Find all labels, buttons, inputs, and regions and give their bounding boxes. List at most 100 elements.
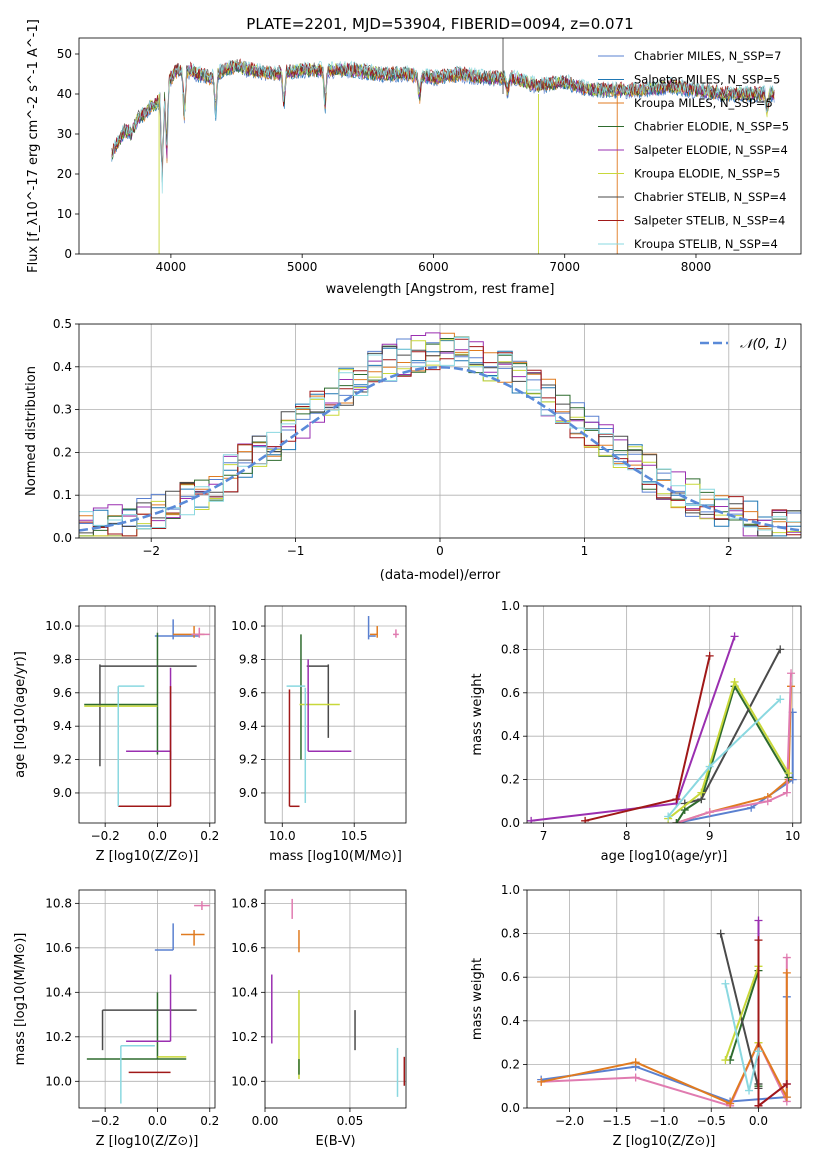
y-tick-label: 0.6 <box>501 686 520 700</box>
x-tick-label: −1.5 <box>602 1114 631 1128</box>
x-axis-label: Z [log10(Z/Z⊙)] <box>96 849 199 864</box>
series-line <box>719 933 760 1089</box>
y-tick-label: 10 <box>57 207 72 221</box>
x-tick-label: −0.5 <box>697 1114 726 1128</box>
marker <box>697 788 706 797</box>
x-tick-label: 10 <box>785 829 800 843</box>
axes-frame <box>526 605 802 824</box>
marker <box>527 816 536 823</box>
x-tick-label: 4000 <box>156 260 187 274</box>
x-tick-label: 0.05 <box>337 1114 364 1128</box>
x-tick-label: 8 <box>623 829 631 843</box>
y-tick-label: 0.8 <box>501 642 520 656</box>
y-axis-label: Normed distribution <box>24 366 39 496</box>
axes-frame <box>78 323 802 539</box>
plot-area <box>79 606 215 823</box>
marker <box>721 1056 730 1065</box>
y-tick-label: 30 <box>57 127 72 141</box>
plot-area <box>527 890 801 1108</box>
x-tick-label: 5000 <box>287 260 318 274</box>
panel-age-vs-Z: −0.2 0.0 0.2 9.0 9.2 9.4 9.6 9.8 10.0 Z [log10(Z/… <box>13 605 219 864</box>
x-axis-label: (data-model)/error <box>380 568 501 583</box>
x-tick-label: −2 <box>142 544 160 558</box>
legend-label: Chabrier STELIB, N_SSP=4 <box>634 190 786 204</box>
marker <box>705 651 714 660</box>
marker <box>730 632 739 641</box>
marker <box>631 1073 640 1082</box>
marker <box>754 1047 763 1056</box>
marker <box>776 645 785 654</box>
y-tick-label: 9.0 <box>239 786 258 800</box>
marker <box>730 677 739 686</box>
y-tick-label: 9.0 <box>53 786 72 800</box>
series-line <box>724 965 760 1061</box>
x-tick-label: 0.2 <box>200 1114 219 1128</box>
x-axis-label: mass [log10(M/M⊙)] <box>269 849 402 864</box>
y-tick-label: 10.8 <box>45 896 72 910</box>
x-tick-label: 10.5 <box>341 829 368 843</box>
marker <box>537 1077 546 1086</box>
y-tick-label: 1.0 <box>501 883 520 897</box>
figure-title: PLATE=2201, MJD=53904, FIBERID=0094, z=0… <box>246 15 633 33</box>
axes-frame <box>264 889 407 1109</box>
marker <box>745 1086 754 1095</box>
marker <box>754 916 763 925</box>
legend-label: Salpeter STELIB, N_SSP=4 <box>634 214 785 228</box>
y-tick-label: 10.6 <box>45 941 72 955</box>
normal-curve <box>79 365 801 532</box>
histogram-series <box>79 339 801 538</box>
y-tick-label: 9.4 <box>53 719 72 733</box>
y-tick-label: 10.8 <box>231 896 258 910</box>
series-line <box>724 983 760 1091</box>
x-tick-label: 0.0 <box>148 1114 167 1128</box>
y-tick-label: 9.6 <box>53 686 72 700</box>
plot-area <box>265 890 406 1108</box>
x-tick-label: −0.2 <box>91 829 120 843</box>
panel-weight-vs-age: 7 8 9 10 0.0 0.2 0.4 0.6 0.8 1.0 age [log10(age/yr… <box>470 599 802 864</box>
marker <box>754 1101 763 1108</box>
x-tick-label: 9 <box>706 829 714 843</box>
axes-frame <box>78 889 216 1109</box>
y-tick-label: 0.8 <box>501 927 520 941</box>
marker <box>776 695 785 704</box>
y-tick-label: 9.6 <box>239 686 258 700</box>
y-tick-label: 0.2 <box>501 773 520 787</box>
marker <box>581 816 590 823</box>
y-tick-label: 0.0 <box>501 1101 520 1115</box>
axes-frame <box>264 605 407 824</box>
marker <box>782 968 791 977</box>
series-line <box>757 920 788 1108</box>
y-tick-label: 9.2 <box>239 753 258 767</box>
x-tick-label: 0.0 <box>749 1114 768 1128</box>
x-tick-label: 7 <box>540 829 548 843</box>
x-tick-label: 6000 <box>418 260 449 274</box>
legend-label: Salpeter ELODIE, N_SSP=4 <box>634 143 788 157</box>
legend-label: Kroupa MILES, N_SSP=5 <box>634 96 773 110</box>
marker <box>716 929 725 938</box>
series-line <box>757 940 788 1108</box>
y-axis-label: age [log10(age/yr)] <box>13 651 28 778</box>
y-tick-label: 10.0 <box>231 1074 258 1088</box>
legend-label: Salpeter MILES, N_SSP=5 <box>634 73 780 87</box>
marker <box>672 819 681 823</box>
x-axis-label: E(B-V) <box>315 1134 355 1149</box>
panel-mass-vs-Z: −0.2 0.0 0.2 10.0 10.2 10.4 10.6 10.8 Z [log10(Z… <box>13 889 219 1149</box>
y-axis-label: Flux [f_λ10^-17 erg cm^-2 s^-1 A^-1] <box>26 19 41 273</box>
series-line <box>111 60 775 194</box>
legend: Chabrier MILES, N_SSP=7 Salpeter MILES, N… <box>598 49 789 251</box>
histogram-series <box>79 337 801 538</box>
x-tick-label: 10.0 <box>269 829 296 843</box>
series-line <box>584 655 711 822</box>
y-tick-label: 10.0 <box>45 619 72 633</box>
y-axis-label: mass weight <box>470 673 485 755</box>
plot-area <box>79 324 801 538</box>
series-line <box>667 679 790 820</box>
marker <box>782 1080 791 1089</box>
y-tick-label: 50 <box>57 47 72 61</box>
y-tick-label: 0.2 <box>501 1057 520 1071</box>
legend-label: Kroupa ELODIE, N_SSP=5 <box>634 167 780 181</box>
y-tick-label: 0.4 <box>53 360 72 374</box>
marker <box>782 788 791 797</box>
x-tick-label: 8000 <box>681 260 712 274</box>
y-tick-label: 0.2 <box>53 445 72 459</box>
